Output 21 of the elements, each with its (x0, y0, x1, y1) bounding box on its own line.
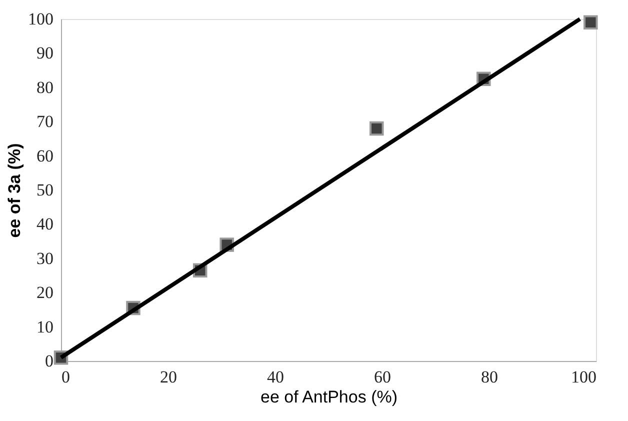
y-tick-label: 10 (36, 317, 54, 336)
x-axis-title: ee of AntPhos (%) (260, 388, 398, 406)
x-tick-label: 40 (267, 368, 284, 386)
y-tick-label: 50 (36, 180, 54, 200)
y-tick-label: 70 (36, 112, 54, 132)
x-tick-label: 100 (571, 368, 596, 386)
y-tick-label: 0 (45, 352, 54, 370)
y-tick-label: 90 (36, 44, 54, 63)
y-tick-label: 80 (36, 78, 54, 97)
x-tick-label: 0 (62, 368, 70, 386)
y-tick-label: 40 (36, 214, 54, 234)
x-tick-label: 60 (374, 368, 391, 386)
point (584, 15, 598, 30)
y-axis-title: ee of 3a (%) (5, 143, 24, 238)
point (370, 121, 384, 136)
y-tick-label: 100 (28, 10, 54, 28)
y-tick-label: 20 (36, 283, 54, 302)
y-tick-label: 60 (36, 146, 54, 166)
y-tick-label: 30 (36, 248, 54, 268)
x-tick-label: 80 (481, 368, 498, 386)
x-tick-label: 20 (160, 368, 177, 386)
